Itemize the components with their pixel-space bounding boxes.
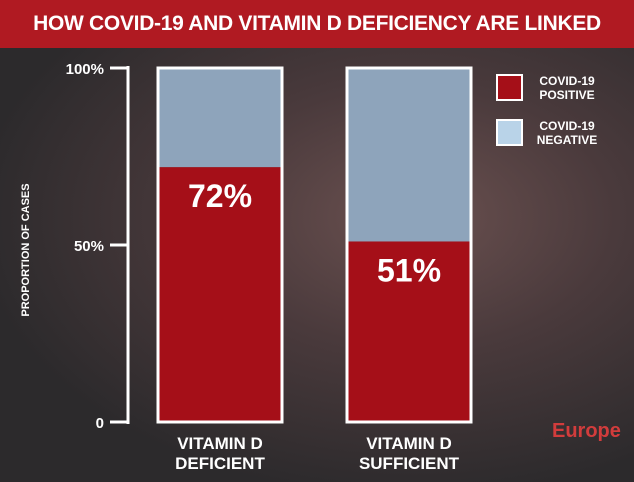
x-tick-label: VITAMIN D SUFFICIENT (358, 434, 460, 473)
bar-outline (345, 66, 473, 424)
chart-title: HOW COVID-19 AND VITAMIN D DEFICIENCY AR… (0, 0, 634, 48)
value-label: 72% (188, 178, 252, 214)
bar-segment (158, 167, 282, 422)
y-tick-label: 100% (66, 61, 104, 78)
bar-outline (156, 66, 284, 424)
legend-label: COVID-19 POSITIVE (539, 74, 595, 102)
bar-segment (347, 241, 471, 422)
x-tick-label: VITAMIN D DEFICIENT (175, 434, 265, 473)
y-tick-label: 0 (96, 415, 104, 432)
value-label: 51% (377, 252, 441, 288)
legend-swatch (496, 74, 523, 101)
bar-segment (158, 68, 282, 168)
y-tick-label: 50% (74, 238, 104, 255)
bar-segment (347, 68, 471, 242)
watermark: Europe (552, 420, 621, 442)
legend-swatch (496, 119, 523, 146)
legend-label: COVID-19 NEGATIVE (536, 119, 598, 147)
